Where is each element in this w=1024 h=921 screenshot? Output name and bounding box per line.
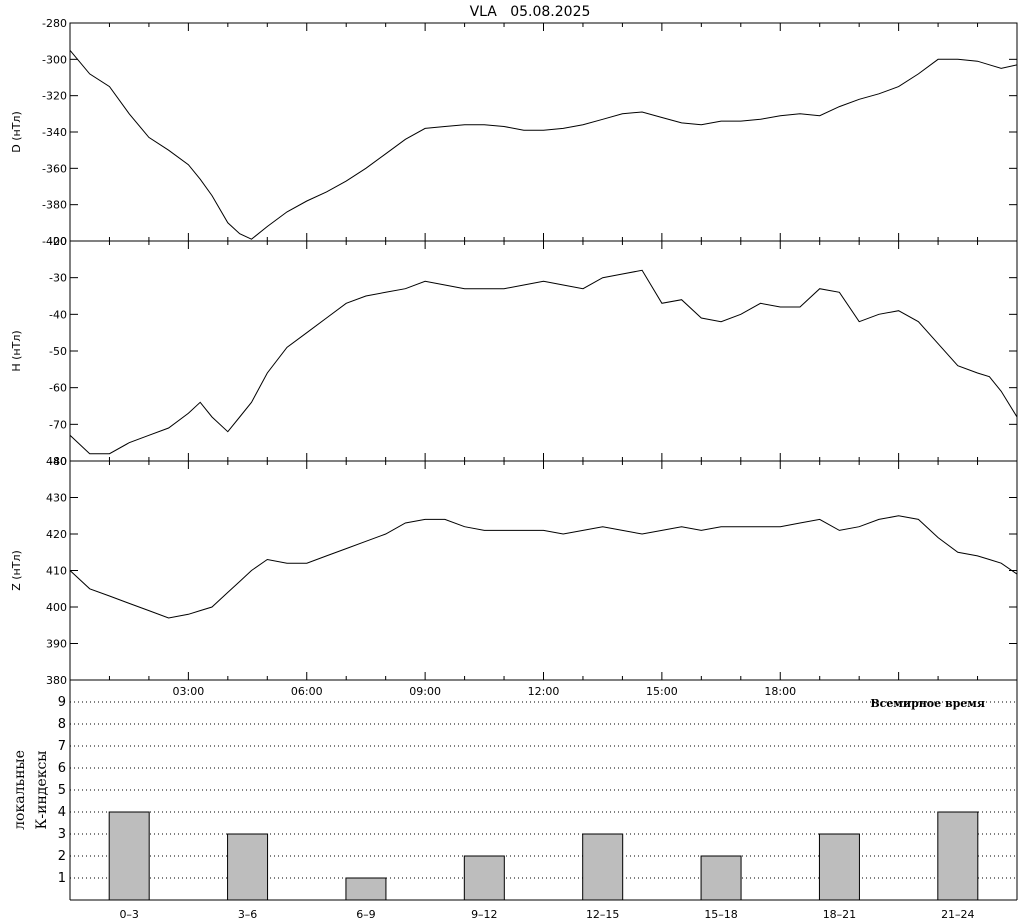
x-tick-label: 12:00 [528, 685, 560, 698]
k-tick-label: 9 [58, 695, 66, 710]
figure-title: VLA 05.08.2025 [470, 4, 591, 20]
y-tick-label: 430 [46, 492, 67, 505]
x-tick-label: 09:00 [409, 685, 441, 698]
series-line-H [69, 269, 1018, 455]
y-axis-label: D (нТл) [10, 111, 23, 153]
k-tick-label: 6 [58, 761, 66, 776]
y-tick-label: -70 [49, 418, 67, 431]
k-category-label: 15–18 [704, 908, 738, 921]
k-tick-label: 7 [58, 739, 66, 754]
k-tick-label: 1 [58, 871, 66, 886]
panel-k-index: 1 2 3 4 5 6 7 8 9 0–3 3–6 6–9 9–12 12–15 15–18 18–21 21–… [12, 680, 1018, 921]
y-tick-label: -360 [42, 162, 67, 175]
k-tick-label: 3 [58, 827, 66, 842]
k-category-label: 9–12 [471, 908, 498, 921]
y-axis-label: H (нТл) [10, 330, 23, 371]
k-category-label: 6–9 [356, 908, 376, 921]
y-tick-label: 390 [46, 638, 67, 651]
series-line-D [69, 49, 1018, 240]
y-tick-label: -20 [49, 235, 67, 248]
series-line-Z [69, 515, 1018, 619]
k-bar [463, 855, 505, 901]
k-category-label: 0–3 [119, 908, 139, 921]
k-category-label: 18–21 [823, 908, 857, 921]
y-tick-label: -60 [49, 382, 67, 395]
y-tick-label: -280 [42, 17, 67, 30]
y-tick-label: 420 [46, 528, 67, 541]
y-tick-label: -380 [42, 199, 67, 212]
k-bar [227, 833, 269, 901]
x-tick-label: 18:00 [764, 685, 796, 698]
y-tick-label: -400 [42, 235, 67, 248]
y-tick-label: -340 [42, 126, 67, 139]
y-tick-label: -50 [49, 345, 67, 358]
k-bar [700, 855, 742, 901]
panel-H-frame [69, 240, 1018, 462]
k-bar [582, 833, 624, 901]
k-ylabel-line2: К-индексы [34, 751, 50, 830]
y-tick-label: 380 [46, 674, 67, 687]
k-tick-label: 4 [58, 805, 66, 820]
k-category-label: 12–15 [586, 908, 620, 921]
y-tick-label: 400 [46, 601, 67, 614]
panel-Z: 380 390 400 410 420 430 440 Z (нТл) [10, 455, 1018, 687]
k-bar [345, 877, 387, 901]
y-tick-label: -40 [49, 308, 67, 321]
panel-H: -80 -70 -60 -50 -40 -30 -20 H (нТл) [10, 235, 1018, 468]
y-tick-label: 440 [46, 455, 67, 468]
panels: -400 -380 -360 -340 -320 -300 -280 D (нТл) -80 -7… [10, 17, 1018, 921]
y-tick-label: -30 [49, 272, 67, 285]
y-axis-label: Z (нТл) [10, 550, 23, 591]
x-tick-label: 15:00 [646, 685, 678, 698]
panel-Z-frame [69, 460, 1018, 681]
k-bar [937, 811, 979, 901]
k-tick-label: 5 [58, 783, 66, 798]
panel-D: -400 -380 -360 -340 -320 -300 -280 D (нТл) [10, 17, 1018, 248]
k-tick-label: 2 [58, 849, 66, 864]
panel-D-frame [69, 22, 1018, 242]
k-ylabel-line1: локальные [12, 750, 28, 830]
k-category-label: 21–24 [941, 908, 975, 921]
y-tick-label: -300 [42, 53, 67, 66]
y-tick-label: -80 [49, 455, 67, 468]
x-axis-caption: Всемирное время [870, 697, 985, 710]
k-bar [108, 811, 150, 901]
k-bar [818, 833, 860, 901]
x-tick-label: 03:00 [173, 685, 205, 698]
y-tick-label: -320 [42, 90, 67, 103]
y-tick-label: 410 [46, 565, 67, 578]
x-tick-label: 06:00 [291, 685, 323, 698]
k-category-label: 3–6 [238, 908, 258, 921]
k-tick-label: 8 [58, 717, 66, 732]
